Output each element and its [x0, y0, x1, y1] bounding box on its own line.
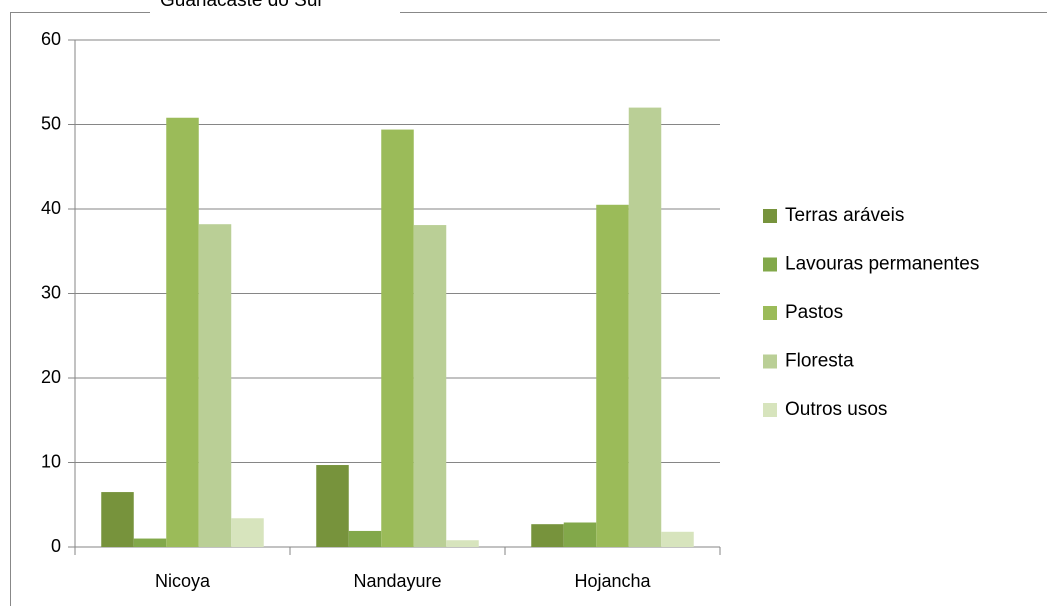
bar [563, 522, 597, 547]
chart-frame [10, 12, 1047, 606]
bar [316, 465, 349, 547]
legend-swatch [763, 209, 777, 223]
x-tick-label: Nandayure [353, 571, 441, 591]
y-tick-label: 30 [41, 282, 61, 302]
legend-swatch [763, 403, 777, 417]
bar [661, 531, 694, 547]
y-tick-label: 20 [41, 367, 61, 387]
bar [628, 107, 662, 547]
chart-title: Guanacaste do Sul [160, 0, 322, 11]
y-tick-label: 10 [41, 451, 61, 471]
x-tick-label: Hojancha [574, 571, 651, 591]
title-backing [150, 0, 400, 13]
bar [348, 530, 382, 547]
bar [381, 129, 414, 547]
legend-label: Floresta [785, 351, 854, 372]
legend-label: Lavouras permanentes [785, 254, 979, 275]
legend-swatch [763, 354, 777, 369]
y-tick-label: 40 [41, 198, 61, 218]
y-tick-label: 50 [41, 113, 61, 133]
bar [166, 117, 199, 548]
bar [413, 225, 447, 547]
legend-swatch [763, 257, 777, 272]
bar [231, 518, 264, 547]
bar [531, 524, 564, 547]
bar [133, 538, 167, 547]
legend-swatch [763, 306, 777, 320]
bar [198, 224, 232, 547]
bar [101, 492, 134, 547]
x-tick-label: Nicoya [155, 571, 211, 591]
legend-label: Outros usos [785, 399, 887, 420]
legend-label: Terras aráveis [785, 205, 904, 226]
y-tick-label: 0 [51, 536, 61, 556]
bar [596, 204, 629, 547]
bar [446, 540, 479, 547]
legend-label: Pastos [785, 302, 843, 323]
y-tick-label: 60 [41, 29, 61, 49]
